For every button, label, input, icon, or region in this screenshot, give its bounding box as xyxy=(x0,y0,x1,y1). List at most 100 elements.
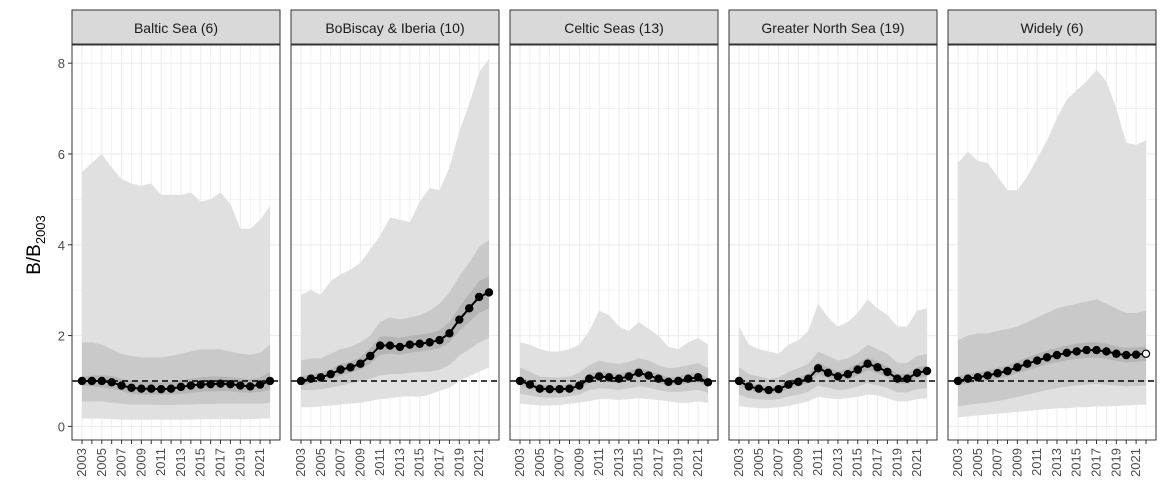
facet-panel: BoBiscay & Iberia (10) 2003 2005 2007 2009 20… xyxy=(290,9,500,477)
median-data-point xyxy=(664,377,673,387)
median-data-point xyxy=(594,372,604,381)
median-data-point xyxy=(1072,347,1081,356)
median-data-point xyxy=(614,374,624,383)
median-data-point xyxy=(674,376,683,386)
median-data-point xyxy=(117,381,126,390)
x-tick-label: 2009 xyxy=(571,448,586,477)
x-tick-label: 2021 xyxy=(909,448,924,477)
median-data-point xyxy=(684,374,693,383)
median-data-point xyxy=(435,335,444,345)
median-data-point xyxy=(833,372,843,381)
mid-uncertainty-band xyxy=(301,240,489,391)
x-tick-label: 2019 xyxy=(670,448,685,477)
median-data-point xyxy=(853,365,862,374)
median-data-point xyxy=(764,385,773,395)
x-tick-label: 2017 xyxy=(213,448,228,477)
median-data-point xyxy=(794,377,803,387)
x-tick-label: 2009 xyxy=(352,448,367,477)
median-data-point xyxy=(774,384,783,394)
median-data-point xyxy=(326,369,335,379)
median-data-point xyxy=(893,374,902,383)
x-tick-label: 2021 xyxy=(1128,448,1143,477)
median-data-point xyxy=(993,369,1002,378)
x-tick-label: 2017 xyxy=(651,448,666,477)
facet-panel: Baltic Sea (6) 2003 2005 2007 2009 2011 2013 20… xyxy=(71,9,281,477)
median-data-point xyxy=(525,380,535,389)
facet-panel: Celtic Seas (13) 2003 2005 2007 2009 2011 2013… xyxy=(509,9,719,477)
x-tick-label: 2019 xyxy=(451,448,466,477)
median-data-point xyxy=(624,372,634,381)
y-axis-title: B/B2003 xyxy=(24,215,48,275)
median-data-point xyxy=(176,382,186,392)
median-data-point xyxy=(575,381,584,390)
y-axis-label-main: B/B xyxy=(24,244,45,275)
median-data-point xyxy=(306,374,316,383)
median-data-point xyxy=(1141,349,1151,358)
facet-title: BoBiscay & Iberia (10) xyxy=(325,20,464,36)
median-data-point xyxy=(107,378,116,387)
x-tick-label: 2011 xyxy=(153,448,168,476)
x-tick-label: 2005 xyxy=(970,448,985,477)
median-data-point xyxy=(1003,366,1012,376)
x-tick-label: 2005 xyxy=(532,448,547,477)
median-data-point xyxy=(405,340,415,349)
median-data-point xyxy=(644,371,653,380)
median-data-point xyxy=(983,371,992,380)
median-data-point xyxy=(843,369,853,379)
median-data-point xyxy=(963,374,973,383)
x-tick-label: 2013 xyxy=(1049,448,1064,477)
x-tick-label: 2011 xyxy=(1029,448,1044,476)
x-tick-label: 2009 xyxy=(790,448,805,477)
median-data-point xyxy=(604,373,614,382)
y-tick-label: 2 xyxy=(58,329,65,344)
y-tick-label: 8 xyxy=(58,56,65,71)
median-data-point xyxy=(425,338,434,347)
median-data-point xyxy=(912,368,922,378)
x-tick-label: 2003 xyxy=(293,448,308,477)
y-axis-label: B/B2003 xyxy=(24,215,48,275)
median-data-point xyxy=(455,315,464,324)
median-data-point xyxy=(395,342,405,352)
median-data-point xyxy=(246,382,255,391)
median-data-point xyxy=(823,368,833,378)
x-tick-label: 2015 xyxy=(631,448,646,477)
median-data-point xyxy=(346,363,355,372)
median-data-point xyxy=(296,376,306,386)
median-data-point xyxy=(555,384,564,394)
median-data-point xyxy=(1122,350,1131,360)
median-data-point xyxy=(515,376,525,386)
median-data-point xyxy=(585,374,594,383)
panel-border xyxy=(947,44,1157,441)
median-data-point xyxy=(484,288,494,297)
facet-strip xyxy=(290,9,500,45)
median-data-point xyxy=(1102,347,1111,356)
median-data-point xyxy=(1062,348,1072,358)
x-tick-label: 2019 xyxy=(889,448,904,477)
median-data-point xyxy=(535,384,544,393)
y-tick-label: 4 xyxy=(58,238,65,253)
median-data-point xyxy=(813,364,823,373)
median-data-point xyxy=(226,379,235,389)
median-data-point xyxy=(804,374,813,383)
x-tick-label: 2021 xyxy=(690,448,705,477)
median-data-point xyxy=(216,379,225,388)
x-tick-label: 2017 xyxy=(870,448,885,477)
panel-border xyxy=(728,44,938,441)
median-data-point xyxy=(545,384,554,394)
x-tick-label: 2017 xyxy=(432,448,447,477)
x-tick-label: 2013 xyxy=(830,448,845,477)
median-data-point xyxy=(127,383,136,392)
median-data-point xyxy=(883,367,892,377)
x-tick-label: 2021 xyxy=(252,448,267,477)
median-data-point xyxy=(1013,363,1022,372)
facet-panel: Widely (6) 2003 2005 2007 2009 2011 2013 2015 20… xyxy=(947,9,1157,477)
median-data-point xyxy=(1131,350,1141,359)
median-data-point xyxy=(744,382,754,391)
x-tick-label: 2019 xyxy=(1108,448,1123,477)
median-data-point xyxy=(1032,356,1042,365)
facet-strip xyxy=(71,9,281,45)
median-data-point xyxy=(873,363,882,372)
median-data-point xyxy=(356,359,365,368)
facet-strip xyxy=(509,9,719,45)
y-tick-label: 6 xyxy=(58,147,65,162)
